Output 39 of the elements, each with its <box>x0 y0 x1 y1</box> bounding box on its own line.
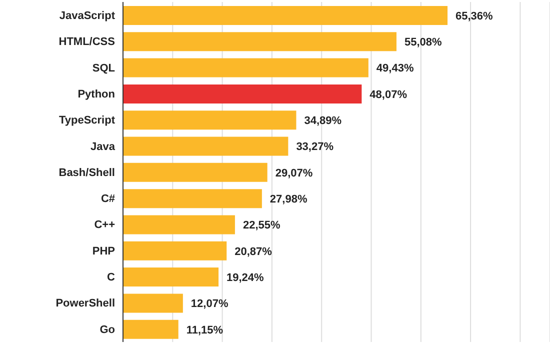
bar <box>123 110 296 130</box>
data-label: 55,08% <box>404 36 442 49</box>
data-label: 11,15% <box>186 324 224 336</box>
bar <box>123 6 448 25</box>
y-tick-label: Python <box>78 88 116 100</box>
y-tick-label: SQL <box>92 62 116 74</box>
data-label: 29,07% <box>275 167 313 180</box>
bar <box>123 215 235 234</box>
bar <box>123 58 368 78</box>
data-label: 20,87% <box>234 246 272 258</box>
bar <box>123 241 227 260</box>
y-tick-label: C# <box>100 193 115 206</box>
y-tick-label: HTML/CSS <box>58 36 115 48</box>
y-tick-label: C++ <box>94 219 115 232</box>
data-label: 22,55% <box>242 220 280 232</box>
bar <box>123 162 268 182</box>
bar <box>123 320 178 339</box>
bar <box>123 32 396 52</box>
bar <box>123 189 262 208</box>
y-tick-label: JavaScript <box>59 10 116 22</box>
data-label: 33,27% <box>296 141 334 154</box>
y-tick-label: Go <box>100 324 116 336</box>
y-tick-label: Java <box>90 140 116 153</box>
data-label: 48,07% <box>370 88 408 101</box>
y-tick-label: PHP <box>92 245 115 258</box>
data-label: 49,43% <box>376 62 414 75</box>
data-label: 65,36% <box>456 10 494 22</box>
data-label: 34,89% <box>304 115 342 128</box>
data-label: 12,07% <box>190 298 228 310</box>
bar <box>123 84 362 104</box>
bar <box>123 268 219 287</box>
bar <box>123 294 183 313</box>
y-tick-label: C <box>107 272 116 284</box>
bar <box>123 136 288 156</box>
y-tick-label: PowerShell <box>56 298 115 310</box>
data-label: 19,24% <box>226 272 264 284</box>
y-tick-label: TypeScript <box>58 114 116 127</box>
data-label: 27,98% <box>270 193 308 206</box>
y-tick-label: Bash/Shell <box>58 166 115 179</box>
